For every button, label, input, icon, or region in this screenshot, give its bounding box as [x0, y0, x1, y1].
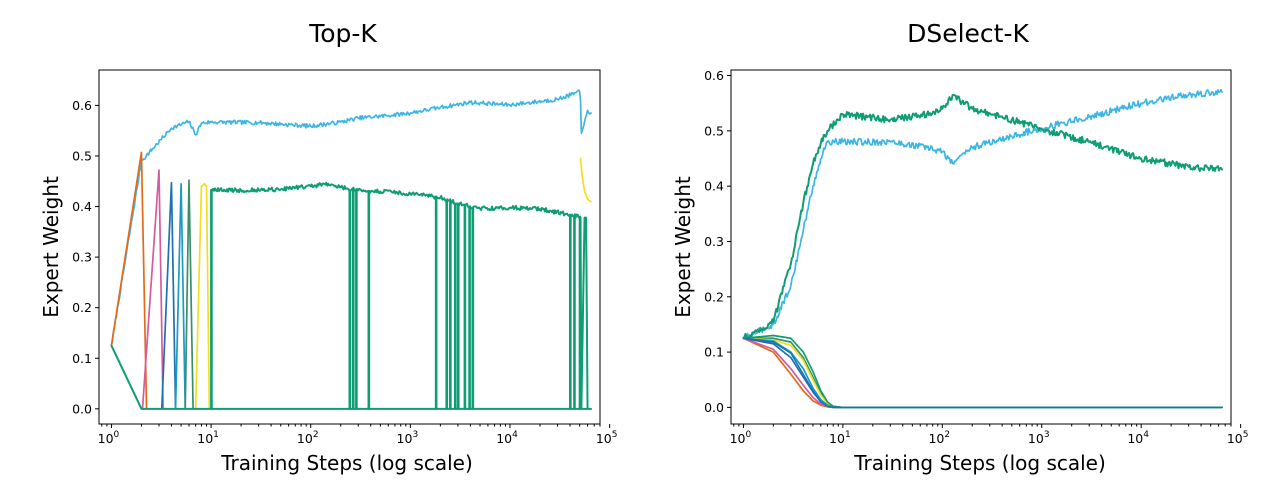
y-tick-label: 0.2: [704, 289, 724, 304]
x-axis-ticks: 100 101 102 103 104 105: [730, 424, 1249, 446]
series-line-1: [742, 88, 1223, 340]
y-axis-label: Expert Weight: [671, 176, 695, 318]
x-axis-label: Training Steps (log scale): [220, 451, 473, 475]
x-tick-label: 103: [397, 430, 419, 446]
x-tick-label: 100: [98, 430, 120, 446]
series-line-8: [742, 337, 1223, 409]
y-tick-label: 0.5: [704, 123, 724, 138]
series-line-7: [194, 182, 212, 410]
chart-title: DSelect-K: [907, 19, 1029, 48]
series-line-6: [742, 337, 1223, 409]
y-tick-label: 0.3: [704, 234, 724, 249]
series-line-4: [160, 181, 177, 410]
x-tick-label: 104: [1127, 430, 1149, 446]
x-axis-ticks: 100 101 102 103 104 105: [98, 424, 618, 446]
series-line-2: [742, 93, 1224, 340]
y-axis-ticks: 0.0 0.1 0.2 0.3 0.4 0.5 0.6: [704, 68, 731, 415]
plot-area: [110, 89, 593, 410]
series-line-2: [110, 151, 148, 410]
x-tick-label: 101: [829, 430, 851, 446]
y-tick-label: 0.6: [72, 98, 92, 113]
y-axis-label: Expert Weight: [39, 176, 63, 318]
x-tick-label: 105: [1227, 430, 1249, 446]
chart-title: Top-K: [308, 19, 377, 48]
series-line-6: [184, 179, 194, 410]
series-line-4: [742, 337, 1223, 409]
chart-dselect-k: DSelect-K 0.00.10.20.30.40.50.6 100 101 10…: [671, 19, 1248, 475]
series-line-3: [141, 169, 164, 410]
x-tick-label: 105: [596, 430, 618, 446]
series-line-9: [210, 181, 589, 410]
y-tick-label: 0.6: [704, 68, 724, 83]
plot-area: [742, 88, 1224, 409]
series-line-10: [110, 344, 593, 410]
series-line-7: [742, 337, 1223, 409]
y-tick-label: 0.4: [704, 179, 724, 194]
plot-frame: [730, 69, 1232, 425]
y-tick-label: 0.0: [72, 401, 92, 416]
chart-top-k: Top-K 0.0 0.1 0.2 0.3 0.4 0.5 0.6 100 101 102 103…: [39, 19, 617, 475]
y-tick-label: 0.0: [704, 400, 724, 415]
x-tick-label: 104: [496, 430, 518, 446]
x-tick-label: 103: [1028, 430, 1050, 446]
series-line-5: [742, 337, 1223, 409]
y-tick-label: 0.2: [72, 300, 92, 315]
series-line-3: [742, 337, 1223, 409]
y-tick-label: 0.5: [72, 148, 92, 163]
series-line-5: [174, 182, 187, 410]
x-tick-label: 102: [928, 430, 950, 446]
y-axis-ticks: 0.0 0.1 0.2 0.3 0.4 0.5 0.6: [72, 98, 99, 416]
y-tick-label: 0.3: [72, 250, 92, 265]
x-axis-label: Training Steps (log scale): [853, 451, 1106, 475]
y-tick-label: 0.4: [72, 199, 92, 214]
series-line-9: [742, 334, 1223, 409]
y-tick-label: 0.1: [704, 345, 724, 360]
y-tick-label: 0.1: [72, 351, 92, 366]
series-line-8: [579, 157, 592, 203]
plot-frame: [98, 69, 601, 425]
series-line-10: [742, 337, 1223, 409]
x-tick-label: 102: [297, 430, 319, 446]
x-tick-label: 101: [197, 430, 219, 446]
series-line-1: [110, 89, 592, 347]
x-tick-label: 100: [730, 430, 752, 446]
